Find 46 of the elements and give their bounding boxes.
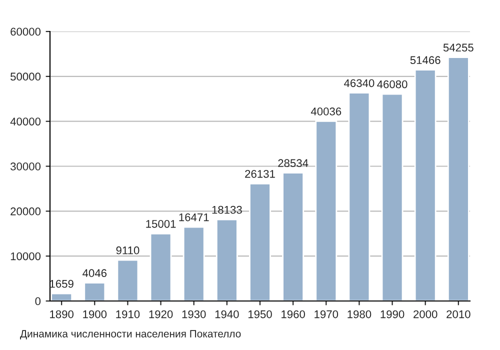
data-label: 40036 (310, 108, 342, 116)
y-tick-label: 20000 (10, 207, 41, 216)
data-label: 26131 (245, 170, 275, 178)
data-label: 4046 (82, 269, 107, 278)
bar (381, 93, 404, 301)
x-tick-label: 1910 (116, 310, 140, 318)
bar (182, 226, 205, 301)
bar (348, 92, 370, 301)
bar (116, 259, 139, 301)
data-label: 16471 (179, 213, 209, 222)
data-label: 51466 (410, 56, 440, 64)
x-tick-label: 1930 (182, 310, 206, 318)
y-tick-label: 50000 (10, 72, 41, 81)
data-label: 28534 (278, 159, 308, 168)
x-tick-label: 1890 (50, 310, 74, 318)
x-tick-label: 2000 (414, 310, 438, 318)
x-tick-label: 2010 (446, 310, 470, 318)
y-tick-label: 40000 (10, 118, 41, 126)
data-label: 54255 (443, 44, 474, 52)
data-label: 9110 (116, 246, 140, 254)
bar (315, 120, 338, 301)
x-tick-label: 1990 (380, 310, 404, 318)
data-label: 18133 (212, 206, 242, 214)
x-tick-label: 1960 (282, 310, 305, 318)
bar (50, 292, 73, 301)
y-tick-label: 0 (35, 297, 41, 306)
bar (447, 56, 470, 301)
y-tick-label: 30000 (10, 162, 41, 170)
bar (216, 218, 238, 301)
bar (414, 69, 436, 301)
x-tick-label: 1950 (248, 310, 272, 318)
data-label: 15001 (146, 220, 176, 228)
bar (282, 172, 304, 301)
bar (150, 232, 172, 301)
bar (84, 282, 106, 301)
bar (249, 182, 271, 301)
text: Динамика численности населения Покателло (20, 330, 241, 340)
data-label: 46340 (344, 79, 374, 88)
y-tick-label: 10000 (10, 252, 41, 260)
x-tick-label: 1980 (348, 310, 372, 318)
x-tick-label: 1940 (215, 310, 239, 318)
y-tick-label: 60000 (10, 28, 41, 36)
x-tick-label: 1920 (149, 310, 173, 318)
x-tick-label: 1900 (83, 310, 107, 318)
data-label: 46080 (377, 80, 408, 88)
x-tick-label: 1970 (314, 310, 338, 318)
